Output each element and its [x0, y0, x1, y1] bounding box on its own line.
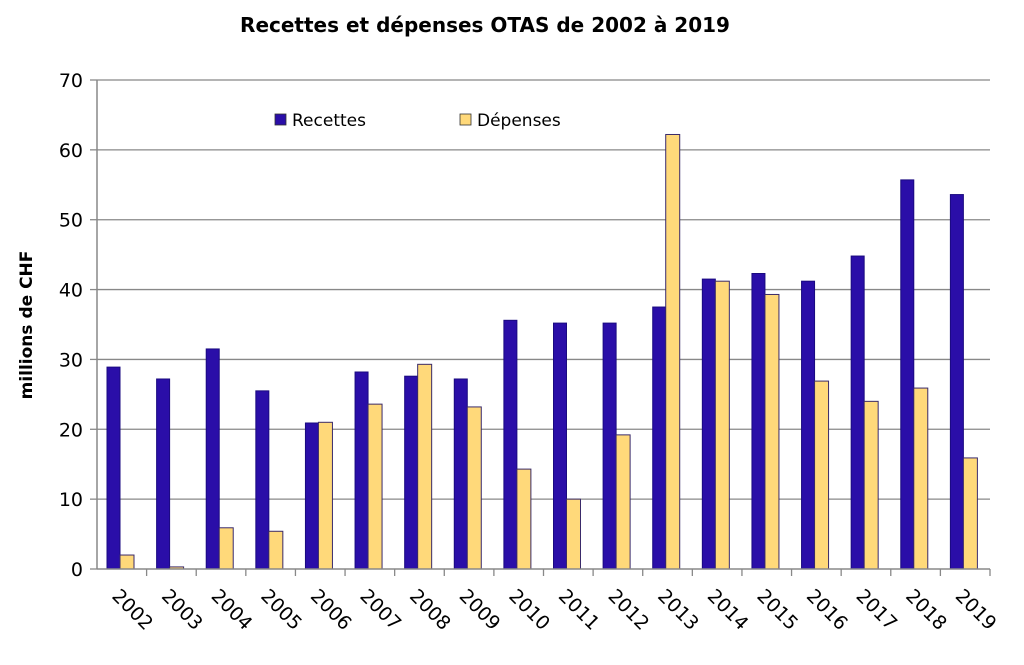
bar-dépenses-2004	[218, 527, 234, 570]
bar-dépenses-2010	[516, 468, 532, 570]
bar-dépenses-2012	[615, 434, 631, 570]
x-tick-label: 2016	[802, 585, 852, 635]
bar-dépenses-2019	[962, 457, 978, 570]
bar-recettes-2003	[156, 378, 171, 570]
legend-swatch	[459, 113, 472, 126]
chart-title: Recettes et dépenses OTAS de 2002 à 2019	[240, 13, 730, 37]
y-axis-label: millions de CHF	[17, 251, 37, 400]
x-tick-label: 2010	[504, 585, 554, 635]
bar-recettes-2014	[701, 278, 716, 570]
bar-recettes-2005	[255, 390, 270, 570]
x-tick-label: 2007	[356, 585, 406, 635]
bar-dépenses-2011	[566, 498, 581, 570]
x-tick-label: 2009	[455, 585, 505, 635]
x-tick-label: 2004	[207, 585, 257, 635]
y-tick-label: 30	[59, 349, 83, 371]
y-tick-label: 50	[59, 210, 83, 232]
bar-recettes-2016	[801, 280, 816, 570]
bar-recettes-2017	[850, 255, 865, 570]
y-tick-label: 40	[59, 280, 83, 302]
x-tick-label: 2003	[157, 585, 207, 635]
y-tick-label: 70	[59, 70, 83, 92]
bar-dépenses-2008	[417, 363, 433, 570]
bar-recettes-2002	[106, 366, 121, 570]
x-tick-label: 2011	[554, 585, 604, 635]
bar-dépenses-2006	[317, 421, 333, 570]
bar-recettes-2011	[553, 322, 567, 570]
x-tick-label: 2019	[951, 585, 1001, 635]
bar-recettes-2010	[503, 319, 518, 570]
bar-dépenses-2016	[814, 380, 830, 570]
bar-recettes-2015	[751, 273, 766, 570]
legend-label: Recettes	[292, 111, 366, 131]
legend-label: Dépenses	[477, 111, 561, 131]
bar-dépenses-2002	[119, 554, 135, 570]
bar-recettes-2004	[205, 348, 220, 570]
x-tick-label: 2012	[604, 585, 654, 635]
bar-recettes-2012	[602, 322, 617, 570]
bar-dépenses-2015	[764, 293, 780, 570]
x-tick-label: 2013	[653, 585, 703, 635]
bar-recettes-2006	[304, 422, 319, 570]
bar-recettes-2013	[652, 306, 667, 570]
bar-dépenses-2014	[714, 280, 730, 570]
bar-dépenses-2009	[466, 406, 482, 570]
bar-dépenses-2018	[913, 387, 929, 570]
x-tick-label: 2017	[852, 585, 902, 635]
x-tick-label: 2005	[256, 585, 306, 635]
bar-dépenses-2017	[863, 400, 879, 570]
x-tick-label: 2018	[901, 585, 951, 635]
x-tick-label: 2015	[752, 585, 802, 635]
bar-dépenses-2007	[367, 403, 383, 570]
legend: Recettes Dépenses	[274, 111, 561, 131]
bar-recettes-2018	[900, 179, 915, 570]
y-tick-label: 60	[59, 140, 83, 162]
bar-recettes-2007	[354, 371, 369, 570]
x-tick-label: 2014	[703, 585, 753, 635]
y-tick-label: 10	[59, 489, 83, 511]
y-tick-label: 20	[59, 419, 83, 441]
y-tick-label: 0	[71, 559, 83, 581]
legend-swatch	[274, 113, 287, 126]
x-tick-label: 2002	[107, 585, 157, 635]
bar-recettes-2019	[949, 194, 964, 570]
x-tick-label: 2008	[405, 585, 455, 635]
bar-dépenses-2013	[665, 133, 681, 570]
x-tick-label: 2006	[306, 585, 356, 635]
bar-dépenses-2005	[268, 530, 284, 570]
bar-recettes-2009	[453, 378, 468, 570]
bar-recettes-2008	[404, 375, 419, 570]
